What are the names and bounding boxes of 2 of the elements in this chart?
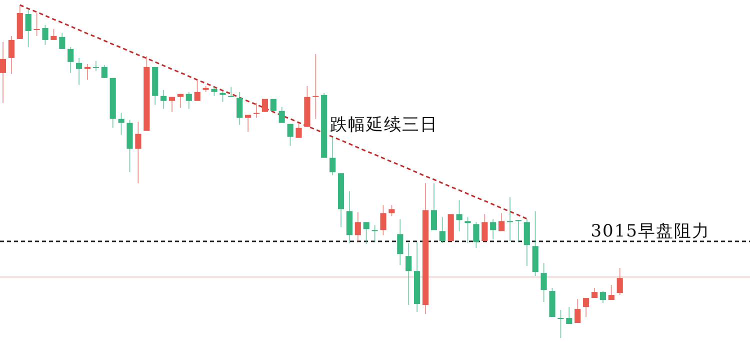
ref-line-label: 3015早盘阻力 — [590, 221, 710, 242]
annotation: 跌幅延续三日 — [330, 115, 438, 135]
